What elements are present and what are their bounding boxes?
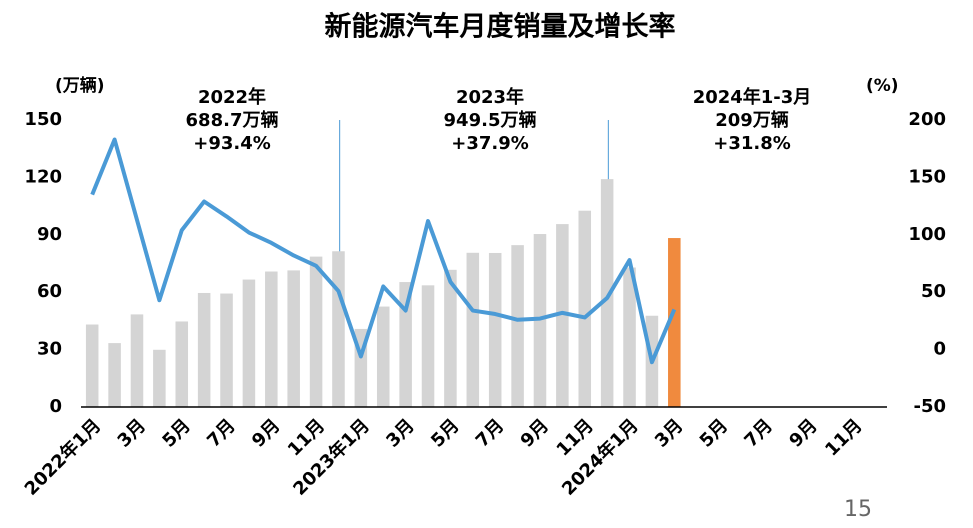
chart-title: 新能源汽车月度销量及增长率	[325, 11, 676, 43]
bar	[220, 293, 233, 407]
x-tick-label: 3月	[382, 415, 418, 451]
x-tick-label: 9月	[517, 415, 553, 451]
bar	[600, 179, 614, 407]
bar	[511, 245, 524, 407]
annotation: 2024年1-3月	[693, 86, 812, 108]
x-tick-label: 9月	[248, 415, 284, 451]
page-number: 15	[844, 497, 872, 522]
bar	[421, 285, 435, 407]
y-tick-label: 30	[37, 339, 62, 360]
x-tick-label: 7月	[472, 415, 508, 451]
annotation: +93.4%	[193, 133, 271, 154]
annotation: +31.8%	[713, 133, 791, 154]
y2-tick-label: 150	[908, 166, 946, 187]
bar	[399, 282, 412, 407]
annotation: 949.5万辆	[444, 109, 537, 131]
y-tick-label: 60	[37, 281, 62, 302]
annotation: +37.9%	[451, 133, 529, 154]
bar	[556, 224, 569, 407]
x-tick-label: 5月	[427, 415, 463, 451]
bar	[623, 267, 636, 407]
annotation: 688.7万辆	[186, 109, 279, 131]
bar	[578, 210, 592, 407]
bar	[153, 349, 166, 407]
y2-axis-label: (%)	[866, 76, 899, 96]
x-tick-label: 2022年1月	[20, 415, 105, 500]
bar	[287, 270, 300, 407]
bar	[197, 292, 211, 407]
growth-line	[90, 137, 677, 365]
bar	[85, 324, 99, 407]
y2-tick-label: -50	[913, 396, 946, 417]
bar	[444, 269, 457, 407]
bar	[108, 343, 121, 407]
bar	[130, 314, 144, 407]
y-tick-label: 90	[37, 224, 62, 245]
bar	[309, 256, 323, 407]
bar	[488, 252, 502, 407]
y-axis-label: (万辆)	[55, 75, 105, 96]
annotation: 2022年	[198, 86, 266, 108]
y2-tick-label: 50	[921, 281, 946, 302]
bar	[175, 321, 189, 407]
bar	[466, 252, 480, 407]
x-tick-label: 11月	[821, 415, 866, 460]
bar	[265, 271, 278, 407]
y2-tick-label: 200	[908, 109, 946, 130]
y2-tick-label: 100	[908, 224, 946, 245]
y-tick-label: 120	[24, 166, 62, 187]
x-tick-label: 9月	[785, 415, 821, 451]
annotation: 2023年	[456, 86, 524, 108]
bar	[332, 251, 345, 407]
y-tick-label: 0	[49, 396, 62, 417]
x-tick-label: 3月	[114, 415, 150, 451]
y-tick-label: 150	[24, 109, 62, 130]
bar	[242, 279, 256, 407]
x-tick-label: 5月	[696, 415, 732, 451]
bar	[668, 238, 681, 407]
bar	[376, 306, 390, 407]
annotation: 209万辆	[715, 109, 789, 131]
x-tick-label: 5月	[158, 415, 194, 451]
y2-tick-label: 0	[933, 339, 946, 360]
x-tick-label: 3月	[651, 415, 687, 451]
x-tick-label: 7月	[740, 415, 776, 451]
x-tick-label: 7月	[203, 415, 239, 451]
